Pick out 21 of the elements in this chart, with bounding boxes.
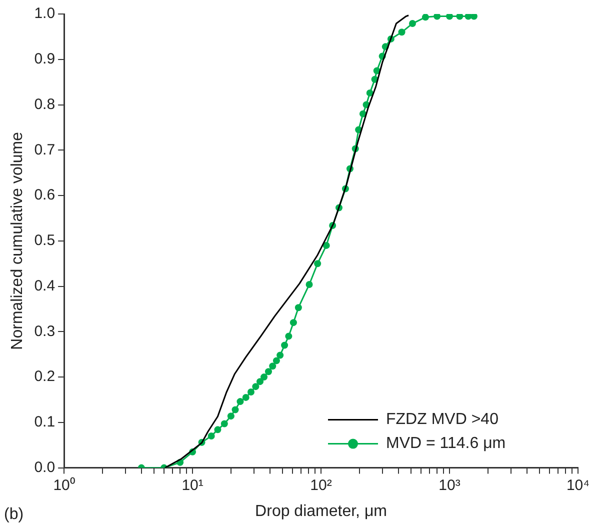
y-tick-label: 0.1 bbox=[34, 414, 56, 431]
x-tick-label: 10⁰ bbox=[53, 476, 75, 494]
x-tick-label: 10³ bbox=[438, 476, 460, 494]
x-tick-label: 10² bbox=[310, 476, 332, 494]
y-tick-label: 0.3 bbox=[34, 322, 56, 340]
y-tick-label: 0.0 bbox=[34, 458, 56, 476]
x-tick-label: 10⁴ bbox=[566, 476, 590, 494]
y-tick-label: 1.0 bbox=[34, 5, 56, 22]
y-tick-label: 0.8 bbox=[34, 96, 56, 113]
y-tick-label: 0.7 bbox=[34, 141, 56, 158]
x-tick-label: 10¹ bbox=[182, 476, 204, 494]
legend-label: FZDZ MVD >40 bbox=[386, 411, 499, 428]
x-axis-title: Drop diameter, μm bbox=[255, 502, 387, 520]
y-tick-label: 0.9 bbox=[34, 50, 56, 68]
text: (b) bbox=[4, 506, 24, 523]
y-tick-label: 0.6 bbox=[34, 186, 56, 204]
y-tick-label: 0.2 bbox=[34, 368, 56, 386]
y-axis-title: Normalized cumulative volume bbox=[9, 132, 26, 350]
legend-label: MVD = 114.6 μm bbox=[386, 435, 506, 452]
y-tick-label: 0.4 bbox=[34, 277, 56, 294]
y-tick-label: 0.5 bbox=[34, 232, 56, 250]
